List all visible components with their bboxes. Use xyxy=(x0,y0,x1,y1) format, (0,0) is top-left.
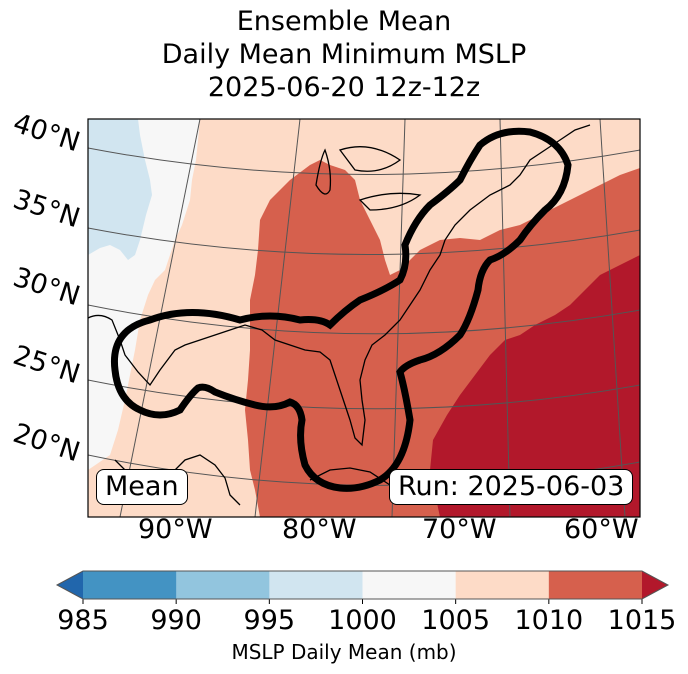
colorbar-tick-label: 1010 xyxy=(514,605,584,636)
lake-erie xyxy=(358,192,422,211)
lon-label-80w: 80°W xyxy=(282,514,357,545)
field-995-1000 xyxy=(88,119,152,260)
parallel-25n xyxy=(88,379,640,410)
parallel-35n xyxy=(88,227,640,255)
meridian-70w xyxy=(499,119,511,517)
lake-huron xyxy=(338,146,402,172)
colorbar-tick-label: 1015 xyxy=(607,605,677,636)
lon-label-70w: 70°W xyxy=(422,514,497,545)
colorbar-segment-990-995 xyxy=(176,571,270,599)
colorbar-tick-label: 985 xyxy=(57,605,109,636)
map-panel xyxy=(88,119,640,517)
title-line-2: Daily Mean Minimum MSLP xyxy=(161,39,527,70)
field-above-1015 xyxy=(430,255,640,517)
colorbar xyxy=(55,570,670,604)
colorbar-extend-high xyxy=(642,571,668,599)
colorbar-segment-995-1000 xyxy=(269,571,363,599)
colorbar-segment-985-990 xyxy=(83,571,177,599)
mean-label-box: Mean xyxy=(96,469,188,505)
meridian-65w xyxy=(599,119,626,517)
meridian-80w xyxy=(391,119,406,517)
lon-label-60w: 60°W xyxy=(564,514,639,545)
lon-label-90w: 90°W xyxy=(138,514,213,545)
colorbar-segment-1005-1010 xyxy=(455,571,550,599)
parallel-40n xyxy=(88,147,640,175)
colorbar-label: MSLP Daily Mean (mb) xyxy=(231,640,457,664)
colorbar-tick-label: 990 xyxy=(150,605,202,636)
colorbar-extend-low xyxy=(57,571,83,599)
colorbar-segment-1010-1015 xyxy=(548,571,643,599)
colorbar-tick-label: 995 xyxy=(243,605,296,636)
us-coastline xyxy=(88,124,591,447)
title-line-3: 2025-06-20 12z-12z xyxy=(207,72,481,103)
colorbar-outline xyxy=(55,570,670,600)
colorbar-tick-label: 1005 xyxy=(421,605,491,636)
run-date-box: Run: 2025-06-03 xyxy=(389,469,634,505)
title-line-1: Ensemble Mean xyxy=(236,6,452,37)
colorbar-tick-label: 1000 xyxy=(328,605,397,636)
ensemble-contour xyxy=(110,127,572,492)
map-frame xyxy=(87,118,641,518)
lake-michigan xyxy=(315,148,332,195)
colorbar-segment-1000-1005 xyxy=(362,571,457,599)
